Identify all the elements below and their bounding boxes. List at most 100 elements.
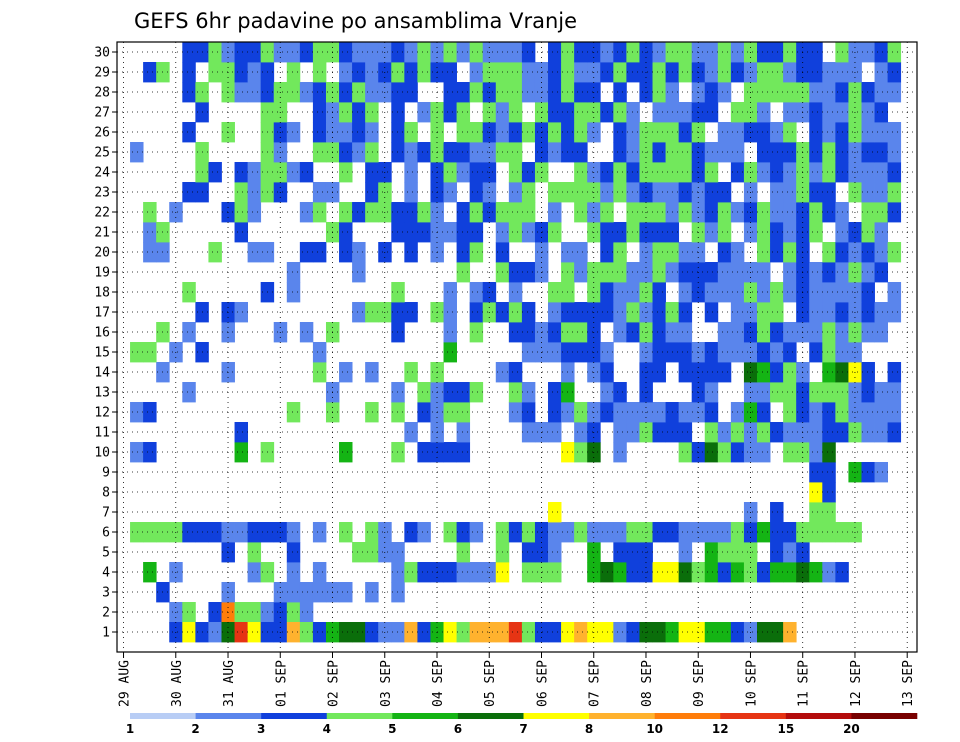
precip-cell [143, 222, 157, 243]
precip-cell [182, 82, 196, 103]
precip-cell [887, 122, 902, 143]
precip-cell [521, 322, 536, 343]
precip-cell [456, 402, 471, 423]
precip-cell [404, 182, 418, 203]
precip-cell [391, 122, 405, 143]
precip-cell [874, 182, 889, 203]
precip-cell [626, 622, 640, 643]
precip-cell [521, 562, 536, 583]
precip-cell [822, 522, 836, 543]
precip-cell [521, 182, 536, 203]
precip-cell [626, 262, 640, 283]
precip-cell [626, 422, 640, 443]
precip-cell [613, 422, 627, 443]
precip-cell [391, 82, 405, 103]
precip-cell [521, 622, 536, 643]
precip-cell [443, 222, 457, 243]
precip-cell [391, 582, 405, 603]
precip-cell [770, 422, 784, 443]
precip-cell [521, 382, 536, 403]
precip-cell [783, 362, 797, 383]
precip-cell [443, 622, 457, 643]
precip-cell [613, 622, 627, 643]
precip-cell [574, 202, 588, 223]
precip-cell [365, 62, 379, 83]
precip-cell [521, 202, 536, 223]
precip-cell [574, 142, 588, 163]
precip-cell [365, 542, 379, 563]
precip-cell [704, 402, 719, 423]
legend-label: 12 [712, 722, 729, 736]
precip-cell [352, 262, 366, 283]
precip-cell [312, 622, 327, 643]
precip-cell [456, 142, 471, 163]
x-tick-label: 06 SEP [535, 660, 550, 707]
precip-cell [717, 242, 732, 263]
precip-cell [182, 122, 196, 143]
precip-cell [861, 202, 875, 223]
precip-cell [286, 562, 301, 583]
precip-cell [208, 42, 222, 63]
precip-cell [861, 422, 875, 443]
precip-cell [822, 202, 836, 223]
precip-cell [757, 402, 771, 423]
x-tick-label: 09 SEP [692, 660, 707, 707]
precip-cell [809, 422, 823, 443]
precip-cell [626, 402, 640, 423]
precipitation-cells [130, 42, 902, 643]
y-tick-label: 16 [94, 326, 110, 341]
precip-cell [143, 62, 157, 83]
precip-cell [809, 342, 823, 363]
precip-cell [652, 342, 666, 363]
precip-cell [352, 242, 366, 263]
precip-cell [678, 522, 693, 543]
precip-cell [678, 562, 693, 583]
precip-cell [887, 402, 902, 423]
precip-cell [652, 402, 666, 423]
precip-cell [770, 522, 784, 543]
precip-cell [548, 622, 562, 643]
x-tick-label: 13 SEP [901, 660, 916, 707]
precip-cell [757, 162, 771, 183]
precip-cell [404, 122, 418, 143]
precip-cell [717, 362, 732, 383]
precip-cell [182, 62, 196, 83]
precip-cell [443, 102, 457, 123]
precip-cell [339, 82, 353, 103]
precip-cell [613, 322, 627, 343]
precip-cell [508, 522, 523, 543]
precip-cell [352, 542, 366, 563]
precip-cell [887, 62, 902, 83]
precip-cell [874, 402, 889, 423]
precip-cell [299, 42, 314, 63]
precip-cell [704, 302, 719, 323]
precip-cell [404, 622, 418, 643]
precip-cell [874, 382, 889, 403]
precip-cell [613, 162, 627, 183]
precip-cell [365, 202, 379, 223]
precip-cell [286, 602, 301, 623]
precip-cell [286, 162, 301, 183]
precip-cell [182, 42, 196, 63]
precip-cell [339, 142, 353, 163]
precip-cell [548, 342, 562, 363]
precip-cell [365, 622, 379, 643]
precip-cell [704, 102, 719, 123]
precip-cell [678, 142, 693, 163]
precip-cell [861, 162, 875, 183]
y-tick-label: 25 [94, 146, 110, 161]
precip-cell [704, 522, 719, 543]
y-tick-label: 4 [102, 566, 110, 581]
precip-cell [443, 142, 457, 163]
precip-cell [312, 522, 327, 543]
precip-cell [521, 62, 536, 83]
precip-cell [770, 122, 784, 143]
color-legend: 1 2 3 4 5 6 7 8 10 12 15 20 [126, 713, 918, 736]
precip-cell [417, 522, 431, 543]
precip-cell [391, 322, 405, 343]
precip-cell [417, 442, 431, 463]
precip-cell [391, 562, 405, 583]
precip-cell [770, 62, 784, 83]
precip-cell [443, 302, 457, 323]
precip-cell [234, 42, 249, 63]
